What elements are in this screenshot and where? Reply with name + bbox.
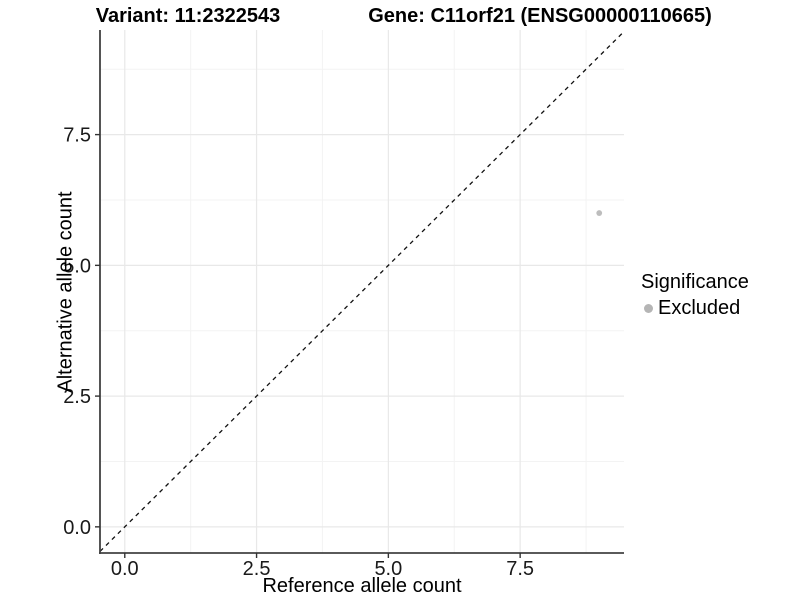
data-point xyxy=(596,210,603,216)
excluded-point-icon xyxy=(644,304,653,313)
legend-item-excluded: Excluded xyxy=(644,297,749,320)
y-tick-label: 5.0 xyxy=(63,255,91,277)
y-tick-label: 7.5 xyxy=(63,125,91,147)
legend-item-label: Excluded xyxy=(658,297,741,319)
y-tick-label: 0.0 xyxy=(63,517,91,539)
x-tick-label: 2.5 xyxy=(243,558,271,580)
legend-title: Significance xyxy=(641,271,749,293)
x-tick-label: 7.5 xyxy=(506,558,534,580)
y-axis-title: Alternative allele count xyxy=(54,191,77,393)
plot-title-variant: Variant: 11:2322543 xyxy=(95,5,281,27)
x-tick-label: 0.0 xyxy=(111,558,139,580)
x-tick-label: 5.0 xyxy=(374,558,402,580)
identity-dashed-line xyxy=(99,31,625,552)
legend: Significance Excluded xyxy=(641,271,749,320)
plot-title-gene: Gene: C11orf21 (ENSG00000110665) xyxy=(368,5,712,27)
x-axis-title: Reference allele count xyxy=(262,575,462,597)
y-tick-label: 2.5 xyxy=(63,386,91,408)
